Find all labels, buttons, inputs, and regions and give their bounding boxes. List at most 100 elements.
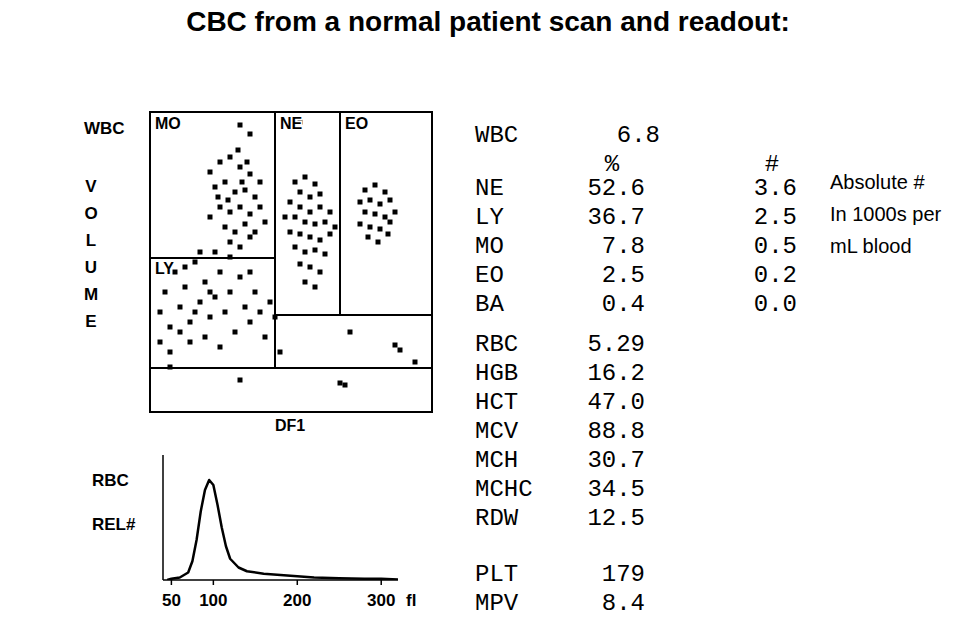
point <box>363 210 368 215</box>
x-tick <box>380 580 382 585</box>
point <box>208 290 213 295</box>
point <box>303 175 308 180</box>
x-tick <box>297 580 299 585</box>
point <box>383 215 388 220</box>
point <box>193 260 198 265</box>
readout-value: 36.7 <box>587 204 645 231</box>
point <box>188 320 193 325</box>
point <box>313 182 318 187</box>
point <box>368 225 373 230</box>
point <box>278 350 283 355</box>
point <box>308 210 313 215</box>
point <box>218 345 223 350</box>
point <box>203 280 208 285</box>
point <box>158 310 163 315</box>
point <box>228 255 233 260</box>
readout-value: 47.0 <box>587 389 645 416</box>
point <box>243 305 248 310</box>
point <box>263 335 268 340</box>
point <box>158 340 163 345</box>
point <box>293 245 298 250</box>
point <box>223 310 228 315</box>
point <box>348 330 353 335</box>
point <box>333 225 338 230</box>
point <box>373 183 378 188</box>
region-label: MO <box>155 115 181 132</box>
point <box>233 230 238 235</box>
point <box>386 232 391 237</box>
point <box>183 265 188 270</box>
point <box>228 155 233 160</box>
point <box>218 160 223 165</box>
point <box>413 360 418 365</box>
y-axis-label-letter: O <box>84 204 97 223</box>
readout-label: LY <box>475 204 504 231</box>
readout-value: 0.0 <box>754 291 797 318</box>
point <box>318 205 323 210</box>
point <box>288 200 293 205</box>
readout-label: HCT <box>475 389 518 416</box>
point <box>338 381 343 386</box>
readout-label: MO <box>475 233 504 260</box>
point <box>308 195 313 200</box>
readout-label: HGB <box>475 360 518 387</box>
y-axis-label-letter: U <box>85 258 97 277</box>
chart-title: RBC <box>92 471 129 490</box>
point <box>378 202 383 207</box>
point <box>243 222 248 227</box>
point <box>198 300 203 305</box>
note-line: In 1000s per <box>830 203 942 225</box>
point <box>193 310 198 315</box>
region-border <box>150 257 275 259</box>
region-border <box>275 314 432 316</box>
x-tick-label: 50 <box>162 591 181 610</box>
point <box>303 280 308 285</box>
point <box>236 148 241 153</box>
point <box>366 235 371 240</box>
point <box>223 225 228 230</box>
background <box>0 0 977 640</box>
point <box>216 195 221 200</box>
region-label: NE <box>280 115 303 132</box>
point <box>253 230 258 235</box>
x-tick <box>213 580 215 585</box>
point <box>238 205 243 210</box>
y-axis-label-letter: M <box>84 285 98 304</box>
y-axis-label: REL# <box>92 515 136 534</box>
readout-value: 5.29 <box>587 331 645 358</box>
point <box>318 192 323 197</box>
x-tick-label: 200 <box>283 591 311 610</box>
x-tick-label: 100 <box>199 591 227 610</box>
point <box>248 172 253 177</box>
point <box>248 132 253 137</box>
point <box>228 290 233 295</box>
x-tick-label: 300 <box>367 591 395 610</box>
readout-value: 30.7 <box>587 447 645 474</box>
point <box>298 190 303 195</box>
point <box>245 160 250 165</box>
point <box>238 165 243 170</box>
point <box>243 188 248 193</box>
point <box>298 232 303 237</box>
point <box>383 190 388 195</box>
page-title: CBC from a normal patient scan and reado… <box>186 6 790 37</box>
point <box>388 220 393 225</box>
point <box>178 305 183 310</box>
region-label: LY <box>155 260 174 277</box>
point <box>183 285 188 290</box>
point <box>240 180 245 185</box>
point <box>283 215 288 220</box>
point <box>398 348 403 353</box>
point <box>233 330 238 335</box>
point <box>358 222 363 227</box>
note-line: Absolute # <box>830 171 925 193</box>
point <box>363 188 368 193</box>
readout-value: 6.8 <box>617 122 660 149</box>
point <box>358 200 363 205</box>
point <box>238 123 243 128</box>
y-axis-label-letter: L <box>86 231 96 250</box>
readout-value: 0.5 <box>754 233 797 260</box>
readout-value: 34.5 <box>587 476 645 503</box>
point <box>373 212 378 217</box>
point <box>248 270 253 275</box>
